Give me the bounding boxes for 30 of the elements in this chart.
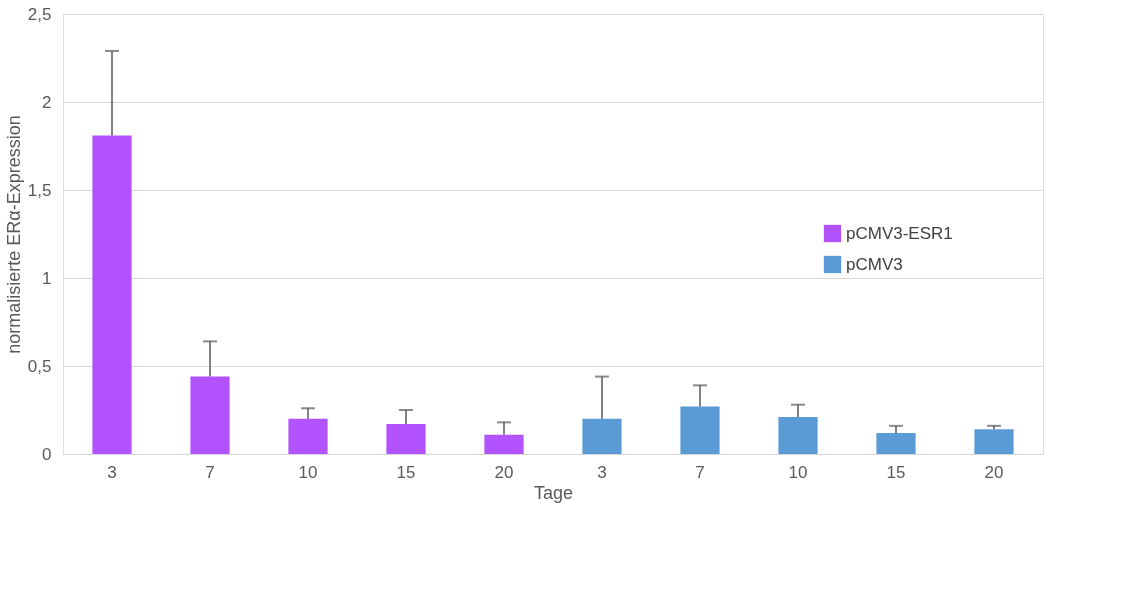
bar [778, 417, 818, 454]
bar [582, 418, 622, 454]
y-tick-label: 1 [42, 268, 52, 288]
x-tick-label: 20 [984, 462, 1004, 482]
y-axis-title: normalisierte ERα-Expression [3, 115, 24, 354]
x-tick-label: 10 [788, 462, 808, 482]
bar [288, 418, 328, 454]
bar [484, 434, 524, 454]
x-tick-label: 15 [396, 462, 416, 482]
bar [876, 432, 916, 454]
legend-label: pCMV3-ESR1 [846, 223, 953, 243]
x-tick-label: 15 [886, 462, 906, 482]
y-tick-label: 2 [42, 92, 52, 112]
x-axis-title: Tage [533, 482, 574, 503]
y-tick-label: 0,5 [27, 356, 52, 376]
bar [386, 424, 426, 454]
x-tick-label: 3 [597, 462, 607, 482]
x-tick-label: 3 [107, 462, 117, 482]
legend-label: pCMV3 [846, 254, 903, 274]
y-tick-label: 0 [42, 444, 52, 464]
bar [190, 376, 230, 454]
x-tick-label: 20 [494, 462, 514, 482]
bar [974, 429, 1014, 454]
y-tick-label: 2,5 [27, 4, 52, 24]
x-tick-label: 7 [695, 462, 705, 482]
bar [92, 135, 132, 454]
bar [680, 406, 720, 454]
y-tick-label: 1,5 [27, 180, 52, 200]
x-tick-label: 7 [205, 462, 215, 482]
x-tick-label: 10 [298, 462, 318, 482]
